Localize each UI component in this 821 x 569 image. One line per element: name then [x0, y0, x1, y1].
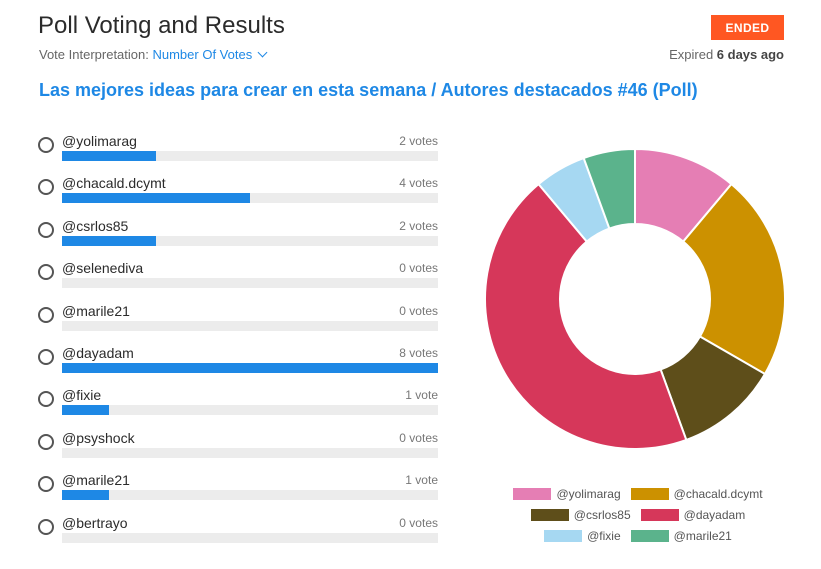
vote-bar: [62, 405, 438, 416]
option-votes: 4 votes: [399, 176, 438, 191]
vote-bar: [62, 193, 438, 204]
poll-title: Las mejores ideas para crear en esta sem…: [39, 80, 698, 100]
chart-legend: @yolimarag @chacald.dcymt @csrlos85 @dayada…: [478, 487, 798, 550]
radio-button[interactable]: [38, 221, 54, 238]
option-votes: 2 votes: [399, 218, 438, 233]
legend-label: @csrlos85: [573, 508, 631, 522]
vote-bar: [62, 532, 438, 543]
legend-label: @dayadam: [683, 508, 746, 522]
legend-swatch: [544, 530, 583, 542]
poll-option[interactable]: @csrlos85 2 votes: [38, 218, 438, 260]
vote-bar: [62, 278, 438, 289]
legend-item[interactable]: @yolimarag: [513, 487, 621, 501]
vote-bar: [62, 320, 438, 331]
option-name: @yolimarag: [62, 133, 137, 149]
legend-item[interactable]: @marile21: [630, 529, 732, 543]
option-name: @fixie: [62, 387, 102, 404]
vote-bar: [62, 490, 438, 501]
radio-button[interactable]: [38, 349, 54, 365]
poll-option[interactable]: @yolimarag 2 votes: [38, 133, 438, 175]
poll-option[interactable]: @marile21 0 votes: [38, 303, 438, 345]
legend-label: @chacald.dcymt: [673, 487, 763, 501]
option-votes: 2 votes: [399, 134, 438, 148]
vote-bar-fill: [62, 405, 109, 416]
poll-option[interactable]: @dayadam 8 votes: [38, 345, 438, 387]
option-votes: 1 vote: [405, 473, 438, 488]
poll-option[interactable]: @psyshock 0 votes: [38, 430, 438, 472]
interpretation-label: Vote Interpretation:: [39, 47, 149, 62]
vote-bar-fill: [62, 151, 156, 161]
vote-bar: [62, 363, 438, 373]
radio-button[interactable]: [38, 306, 54, 323]
option-votes: 0 votes: [399, 303, 438, 318]
poll-option[interactable]: @bertrayo 0 votes: [38, 515, 438, 557]
vote-bar-fill: [62, 193, 250, 204]
vote-bar: [62, 235, 438, 246]
radio-button[interactable]: [38, 476, 54, 493]
chevron-down-icon[interactable]: [257, 47, 268, 58]
option-name: @psyshock: [62, 429, 135, 446]
option-votes: 0 votes: [399, 430, 438, 445]
option-votes: 8 votes: [399, 346, 438, 360]
legend-label: @marile21: [673, 529, 732, 543]
donut-slice[interactable]: [484, 182, 688, 450]
option-votes: 0 votes: [399, 515, 438, 530]
option-name: @selenediva: [62, 260, 144, 277]
radio-button[interactable]: [38, 179, 54, 196]
results-donut-chart: [484, 148, 786, 450]
legend-label: @fixie: [587, 529, 621, 543]
legend-label: @yolimarag: [556, 487, 621, 501]
legend-item[interactable]: @dayadam: [640, 508, 746, 522]
expired-value: 6 days ago: [716, 47, 784, 62]
vote-bar: [62, 151, 438, 161]
legend-swatch: [640, 509, 679, 521]
vote-interpretation: Vote Interpretation: Number Of Votes: [39, 47, 268, 62]
radio-button[interactable]: [38, 391, 54, 408]
option-name: @csrlos85: [62, 217, 129, 234]
legend-swatch: [630, 530, 669, 542]
option-name: @marile21: [62, 302, 130, 319]
interpretation-select[interactable]: Number Of Votes: [152, 47, 268, 62]
status-badge: ENDED: [711, 15, 784, 40]
option-name: @marile21: [62, 472, 130, 489]
vote-bar-fill: [62, 235, 156, 246]
legend-item[interactable]: @fixie: [544, 529, 621, 543]
poll-option[interactable]: @selenediva 0 votes: [38, 260, 438, 302]
legend-swatch: [630, 488, 669, 500]
legend-swatch: [513, 488, 552, 500]
legend-item[interactable]: @csrlos85: [530, 508, 631, 522]
option-votes: 1 vote: [405, 388, 438, 403]
poll-option[interactable]: @fixie 1 vote: [38, 387, 438, 429]
poll-option[interactable]: @chacald.dcymt 4 votes: [38, 175, 438, 217]
donut-slice[interactable]: [681, 182, 786, 376]
legend-item[interactable]: @chacald.dcymt: [630, 487, 763, 501]
radio-button[interactable]: [38, 433, 54, 450]
legend-swatch: [530, 509, 569, 521]
vote-bar-fill: [62, 363, 438, 373]
option-name: @dayadam: [62, 345, 134, 361]
donut-slice[interactable]: [582, 148, 636, 230]
expired-prefix: Expired: [669, 47, 714, 62]
option-name: @bertrayo: [62, 514, 128, 531]
radio-button[interactable]: [38, 137, 54, 153]
option-name: @chacald.dcymt: [62, 175, 166, 192]
page-title: Poll Voting and Results: [38, 12, 285, 39]
poll-option[interactable]: @marile21 1 vote: [38, 472, 438, 514]
vote-bar: [62, 447, 438, 458]
radio-button[interactable]: [38, 264, 54, 281]
vote-bar-fill: [62, 490, 109, 501]
interpretation-value[interactable]: Number Of Votes: [152, 47, 253, 62]
radio-button[interactable]: [38, 518, 54, 535]
option-votes: 0 votes: [399, 261, 438, 276]
expiry-info: Expired 6 days ago: [669, 47, 784, 62]
